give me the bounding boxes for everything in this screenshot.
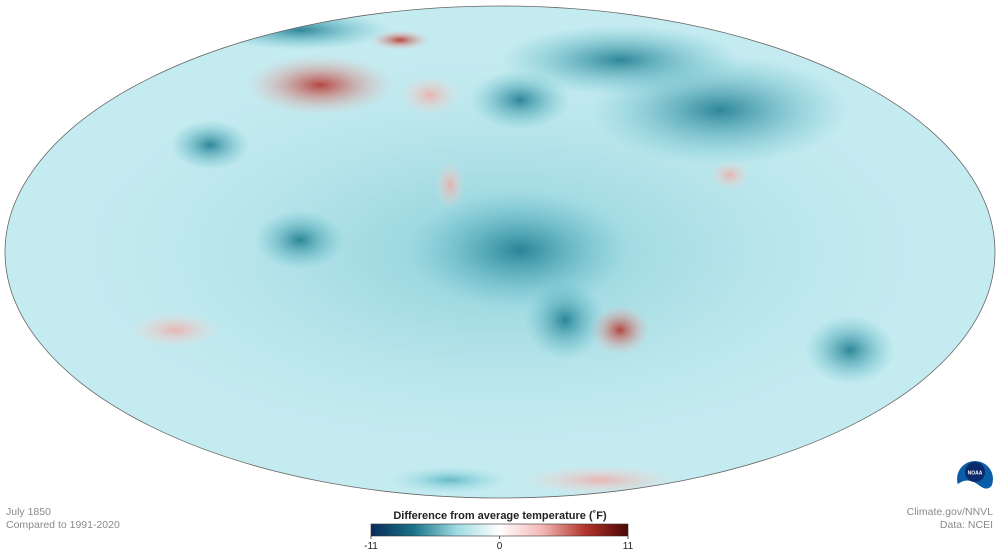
tick-label: 0 <box>497 541 503 552</box>
map-date: July 1850 <box>6 506 51 518</box>
credit-data: Data: NCEI <box>940 519 993 531</box>
map-surface <box>5 6 995 498</box>
tick-label: 11 <box>623 541 634 552</box>
globe-outline <box>4 5 996 499</box>
tick-label: -11 <box>364 541 378 552</box>
logo-text: NOAA <box>968 470 983 476</box>
legend-title: Difference from average temperature (˚F) <box>393 510 607 522</box>
credit-source: Climate.gov/NNVL <box>907 506 994 518</box>
color-bar <box>370 523 629 537</box>
map-baseline: Compared to 1991-2020 <box>6 519 120 531</box>
noaa-logo: NOAA <box>957 461 993 500</box>
